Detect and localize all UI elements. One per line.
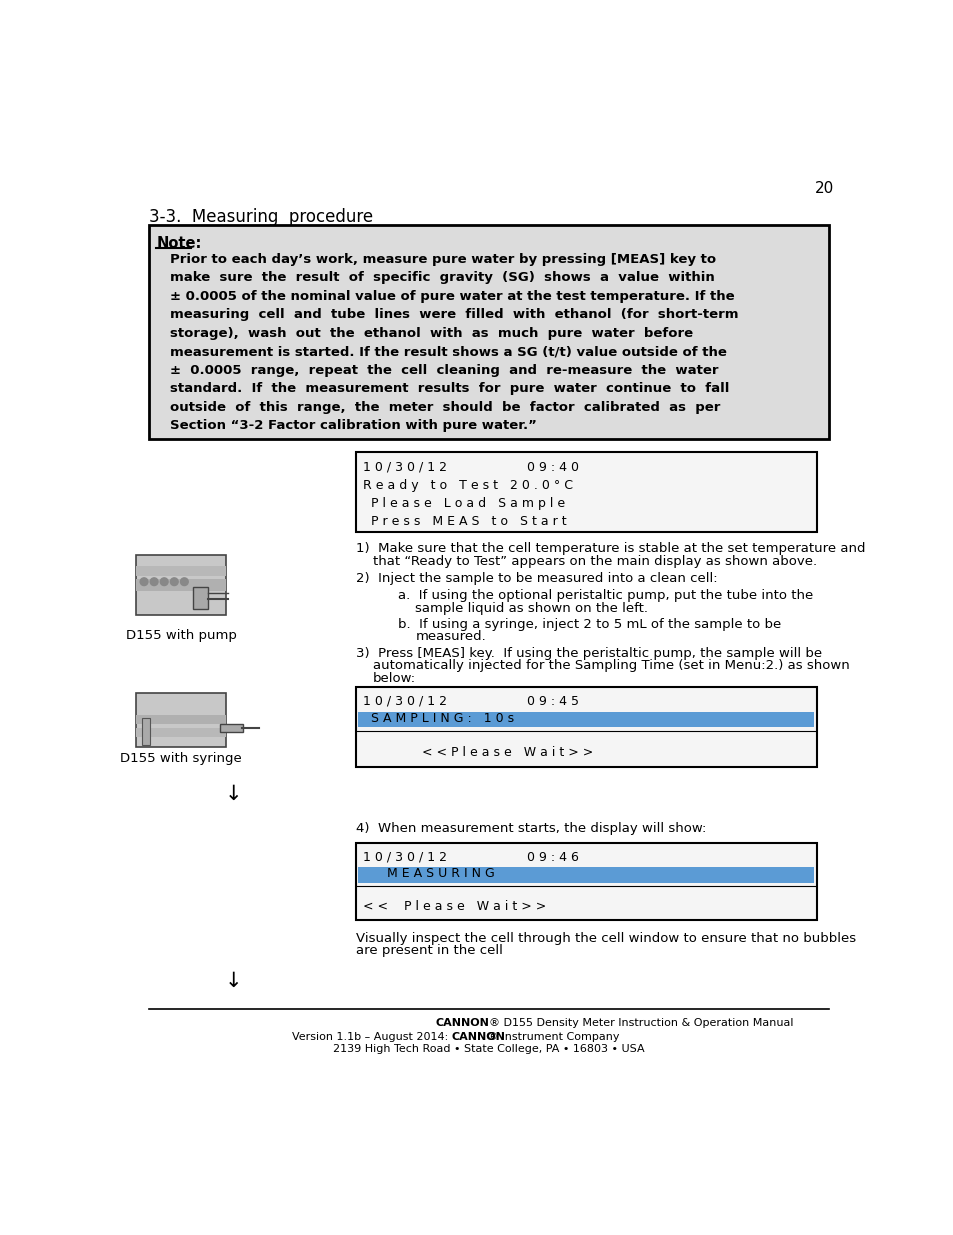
Text: ± 0.0005 of the nominal value of pure water at the test temperature. If the: ± 0.0005 of the nominal value of pure wa… — [171, 290, 734, 303]
Circle shape — [150, 578, 158, 585]
Text: ® Instrument Company: ® Instrument Company — [487, 1032, 619, 1042]
Bar — [355, 452, 816, 532]
Text: measuring  cell  and  tube  lines  were  filled  with  ethanol  (for  short-term: measuring cell and tube lines were fille… — [171, 309, 739, 321]
Circle shape — [140, 578, 148, 585]
Text: Version 1.1b – August 2014:: Version 1.1b – August 2014: — [292, 1032, 452, 1042]
Text: automatically injected for the Sampling Time (set in Menu:2.) as shown: automatically injected for the Sampling … — [373, 659, 848, 673]
Text: measurement is started. If the result shows a SG (t/t) value outside of the: measurement is started. If the result sh… — [171, 346, 726, 358]
Bar — [193, 587, 208, 609]
Bar — [149, 225, 828, 440]
Text: D155 with pump: D155 with pump — [126, 629, 236, 642]
Text: below:: below: — [373, 672, 416, 684]
Text: Visually inspect the cell through the cell window to ensure that no bubbles: Visually inspect the cell through the ce… — [355, 932, 855, 945]
Text: 3-3.  Measuring  procedure: 3-3. Measuring procedure — [149, 209, 373, 226]
Text: 3)  Press [MEAS] key.  If using the peristaltic pump, the sample will be: 3) Press [MEAS] key. If using the perist… — [355, 647, 821, 661]
Text: < < P l e a s e   W a i t > >: < < P l e a s e W a i t > > — [397, 746, 593, 758]
Text: storage),  wash  out  the  ethanol  with  as  much  pure  water  before: storage), wash out the ethanol with as m… — [171, 327, 693, 340]
Bar — [357, 711, 814, 727]
Text: 2)  Inject the sample to be measured into a clean cell:: 2) Inject the sample to be measured into… — [355, 572, 717, 584]
Bar — [136, 715, 226, 724]
Text: P r e s s   M E A S   t o   S t a r t: P r e s s M E A S t o S t a r t — [363, 515, 566, 529]
Circle shape — [180, 578, 188, 585]
Text: that “Ready to Test” appears on the main display as shown above.: that “Ready to Test” appears on the main… — [373, 555, 816, 568]
Text: measured.: measured. — [415, 630, 485, 643]
Text: P l e a s e   L o a d   S a m p l e: P l e a s e L o a d S a m p l e — [363, 496, 565, 510]
Text: ® D155 Density Meter Instruction & Operation Manual: ® D155 Density Meter Instruction & Opera… — [488, 1019, 793, 1029]
Text: M E A S U R I N G: M E A S U R I N G — [363, 867, 495, 881]
Text: CANNON: CANNON — [452, 1032, 505, 1042]
Text: 1 0 / 3 0 / 1 2                    0 9 : 4 5: 1 0 / 3 0 / 1 2 0 9 : 4 5 — [363, 695, 578, 708]
Bar — [355, 687, 816, 767]
Text: 4)  When measurement starts, the display will show:: 4) When measurement starts, the display … — [355, 823, 705, 835]
Bar — [136, 693, 226, 747]
Text: ±  0.0005  range,  repeat  the  cell  cleaning  and  re-measure  the  water: ± 0.0005 range, repeat the cell cleaning… — [171, 364, 719, 377]
Text: 1 0 / 3 0 / 1 2                    0 9 : 4 6: 1 0 / 3 0 / 1 2 0 9 : 4 6 — [363, 851, 578, 863]
Text: sample liquid as shown on the left.: sample liquid as shown on the left. — [415, 601, 648, 615]
Bar — [355, 842, 816, 920]
Text: b.  If using a syringe, inject 2 to 5 mL of the sample to be: b. If using a syringe, inject 2 to 5 mL … — [397, 618, 781, 631]
Text: 2139 High Tech Road • State College, PA • 16803 • USA: 2139 High Tech Road • State College, PA … — [333, 1044, 644, 1053]
Bar — [357, 867, 814, 883]
Bar — [142, 718, 150, 745]
Text: Section “3-2 Factor calibration with pure water.”: Section “3-2 Factor calibration with pur… — [171, 419, 537, 432]
Text: D155 with syringe: D155 with syringe — [120, 752, 242, 764]
Text: are present in the cell: are present in the cell — [355, 945, 502, 957]
Text: R e a d y   t o   T e s t   2 0 . 0 ° C: R e a d y t o T e s t 2 0 . 0 ° C — [363, 478, 573, 492]
Text: S A M P L I N G :   1 0 s: S A M P L I N G : 1 0 s — [363, 711, 514, 725]
Bar — [136, 567, 226, 576]
Text: Prior to each day’s work, measure pure water by pressing [MEAS] key to: Prior to each day’s work, measure pure w… — [171, 253, 716, 266]
Text: Note:: Note: — [156, 236, 202, 251]
Bar — [220, 724, 243, 732]
Text: ↓: ↓ — [225, 971, 242, 990]
Circle shape — [160, 578, 168, 585]
Text: CANNON: CANNON — [435, 1019, 488, 1029]
Bar — [136, 555, 226, 615]
Circle shape — [171, 578, 178, 585]
Text: 1)  Make sure that the cell temperature is stable at the set temperature and: 1) Make sure that the cell temperature i… — [355, 542, 864, 556]
Text: outside  of  this  range,  the  meter  should  be  factor  calibrated  as  per: outside of this range, the meter should … — [171, 401, 720, 414]
Text: ↓: ↓ — [225, 784, 242, 804]
Bar — [136, 579, 226, 592]
Text: 20: 20 — [814, 180, 833, 195]
Text: a.  If using the optional peristaltic pump, put the tube into the: a. If using the optional peristaltic pum… — [397, 589, 813, 603]
Bar — [136, 727, 226, 737]
Text: make  sure  the  result  of  specific  gravity  (SG)  shows  a  value  within: make sure the result of specific gravity… — [171, 272, 715, 284]
Text: < <    P l e a s e   W a i t > >: < < P l e a s e W a i t > > — [363, 900, 546, 913]
Text: 1 0 / 3 0 / 1 2                    0 9 : 4 0: 1 0 / 3 0 / 1 2 0 9 : 4 0 — [363, 461, 578, 473]
Text: standard.  If  the  measurement  results  for  pure  water  continue  to  fall: standard. If the measurement results for… — [171, 383, 729, 395]
